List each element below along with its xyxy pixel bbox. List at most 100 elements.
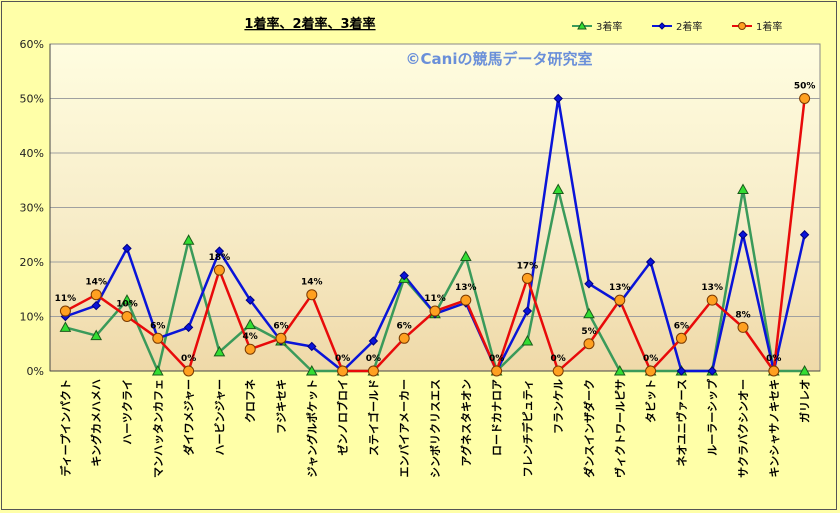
data-label: 10% bbox=[116, 300, 138, 310]
data-label: 6% bbox=[150, 321, 165, 331]
data-point bbox=[707, 366, 717, 376]
data-point bbox=[522, 306, 533, 316]
data-label: 0% bbox=[366, 354, 381, 364]
data-label: 0% bbox=[766, 354, 781, 364]
legend-marker bbox=[738, 22, 746, 30]
data-point bbox=[614, 294, 626, 306]
x-category-label: エンパイアメーカー bbox=[398, 379, 411, 477]
x-category-label: ロードカナロア bbox=[491, 379, 504, 456]
data-label: 14% bbox=[85, 278, 107, 288]
data-point bbox=[583, 338, 595, 350]
data-point bbox=[59, 321, 72, 332]
data-point bbox=[367, 365, 379, 377]
data-point bbox=[491, 365, 503, 377]
data-point bbox=[676, 366, 687, 376]
x-category-label: マンハッタンカフェ bbox=[152, 379, 165, 478]
data-point bbox=[244, 343, 256, 355]
data-point bbox=[182, 234, 195, 245]
data-label: 14% bbox=[301, 278, 323, 288]
data-point bbox=[799, 230, 810, 240]
y-tick-label: 30% bbox=[20, 202, 44, 215]
data-label: 0% bbox=[551, 354, 566, 364]
x-category-label: フジキセキ bbox=[275, 379, 288, 434]
data-point bbox=[553, 93, 563, 104]
data-point bbox=[151, 364, 164, 376]
data-point bbox=[244, 318, 257, 330]
data-point bbox=[214, 246, 225, 256]
x-category-label: ゼンノロブロイ bbox=[336, 379, 350, 455]
data-point bbox=[275, 332, 287, 344]
data-point bbox=[183, 365, 195, 377]
legend-marker bbox=[658, 22, 666, 30]
data-point bbox=[583, 307, 595, 319]
data-point bbox=[368, 336, 379, 346]
data-point bbox=[798, 364, 811, 376]
legend-label: 2着率 bbox=[676, 20, 702, 33]
data-point bbox=[90, 289, 102, 301]
chart-title: 1着率、2着率、3着率 bbox=[244, 16, 375, 32]
watermark-text: ©Caniの競馬データ研究室 bbox=[406, 50, 593, 68]
data-point bbox=[675, 332, 687, 344]
y-tick-label: 40% bbox=[20, 147, 44, 160]
x-category-label: クロフネ bbox=[244, 379, 257, 423]
data-point bbox=[552, 183, 565, 195]
legend-label: 3着率 bbox=[596, 20, 622, 33]
x-category-label: タビット bbox=[644, 379, 658, 423]
data-label: 6% bbox=[674, 321, 689, 331]
data-label: 5% bbox=[581, 327, 596, 337]
x-category-label: ルーラーシップ bbox=[705, 378, 719, 456]
x-category-label: ディープインパクト bbox=[58, 379, 72, 477]
data-label: 13% bbox=[609, 283, 631, 293]
data-label: 4% bbox=[243, 332, 258, 342]
data-point bbox=[213, 345, 226, 357]
data-point bbox=[737, 321, 749, 333]
data-point bbox=[460, 294, 472, 306]
data-point bbox=[90, 329, 103, 341]
data-point bbox=[737, 183, 749, 195]
y-tick-label: 0% bbox=[27, 365, 44, 378]
data-point bbox=[552, 365, 564, 377]
x-category-label: キングカメハメハ bbox=[89, 379, 103, 467]
y-tick-label: 20% bbox=[20, 256, 44, 269]
y-tick-label: 50% bbox=[20, 93, 44, 106]
data-label: 13% bbox=[455, 283, 477, 293]
data-point bbox=[213, 264, 225, 276]
data-point bbox=[799, 93, 811, 104]
x-category-label: フランケル bbox=[552, 379, 565, 434]
data-label: 11% bbox=[424, 294, 446, 304]
data-point bbox=[645, 257, 656, 267]
data-point bbox=[429, 305, 441, 317]
legend-label: 1着率 bbox=[756, 20, 782, 33]
x-category-label: サクラバクシンオー bbox=[737, 379, 750, 478]
data-point bbox=[91, 300, 101, 311]
x-category-label: ダンスインザダーク bbox=[582, 379, 596, 478]
x-category-label: ハービンジャー bbox=[212, 379, 226, 455]
data-point bbox=[521, 272, 533, 284]
legend-marker bbox=[577, 20, 587, 30]
data-label: 0% bbox=[181, 354, 196, 364]
data-point bbox=[183, 322, 194, 333]
y-tick-label: 60% bbox=[20, 38, 44, 51]
data-point bbox=[59, 305, 71, 317]
data-label: 6% bbox=[397, 321, 412, 331]
data-point bbox=[645, 365, 657, 377]
x-category-label: ダイワメジャー bbox=[182, 379, 196, 455]
x-category-label: シンボリクリスエス bbox=[428, 379, 442, 478]
data-label: 8% bbox=[735, 310, 750, 320]
x-category-label: アグネスタキオン bbox=[459, 379, 473, 466]
data-label: 18% bbox=[209, 253, 231, 263]
data-point bbox=[613, 364, 626, 376]
x-category-label: キンシャサノキセキ bbox=[768, 379, 781, 477]
data-point bbox=[398, 332, 410, 344]
x-category-label: ヴィクトワールピサ bbox=[613, 379, 627, 478]
data-point bbox=[337, 365, 349, 377]
data-label: 17% bbox=[517, 261, 539, 271]
data-label: 0% bbox=[643, 354, 658, 364]
data-label: 13% bbox=[701, 283, 723, 293]
data-point bbox=[399, 270, 409, 281]
x-category-label: フレンチデピュティ bbox=[520, 379, 534, 477]
x-category-label: ステイゴールド bbox=[366, 379, 380, 456]
data-label: 0% bbox=[489, 354, 504, 364]
data-label: 11% bbox=[55, 294, 77, 304]
